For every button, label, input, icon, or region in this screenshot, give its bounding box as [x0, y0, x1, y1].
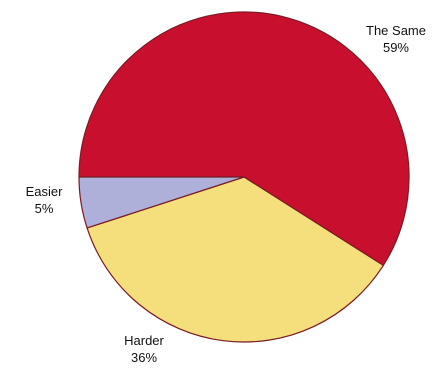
slice-value-harder: 36% [130, 350, 158, 365]
slice-easier [78, 176, 245, 229]
slice-label-the-same: The Same 59% [366, 22, 426, 56]
slice-harder [86, 176, 384, 343]
slice-category-easier: Easier [25, 184, 63, 199]
slice-category-the-same: The Same [366, 23, 426, 38]
slice-label-harder: Harder 36% [124, 332, 164, 366]
slice-value-the-same: 59% [382, 40, 410, 55]
slice-category-harder: Harder [124, 333, 164, 348]
slice-the-same [78, 11, 410, 267]
slice-value-easier: 5% [34, 201, 54, 216]
slice-label-easier: Easier 5% [26, 183, 63, 217]
